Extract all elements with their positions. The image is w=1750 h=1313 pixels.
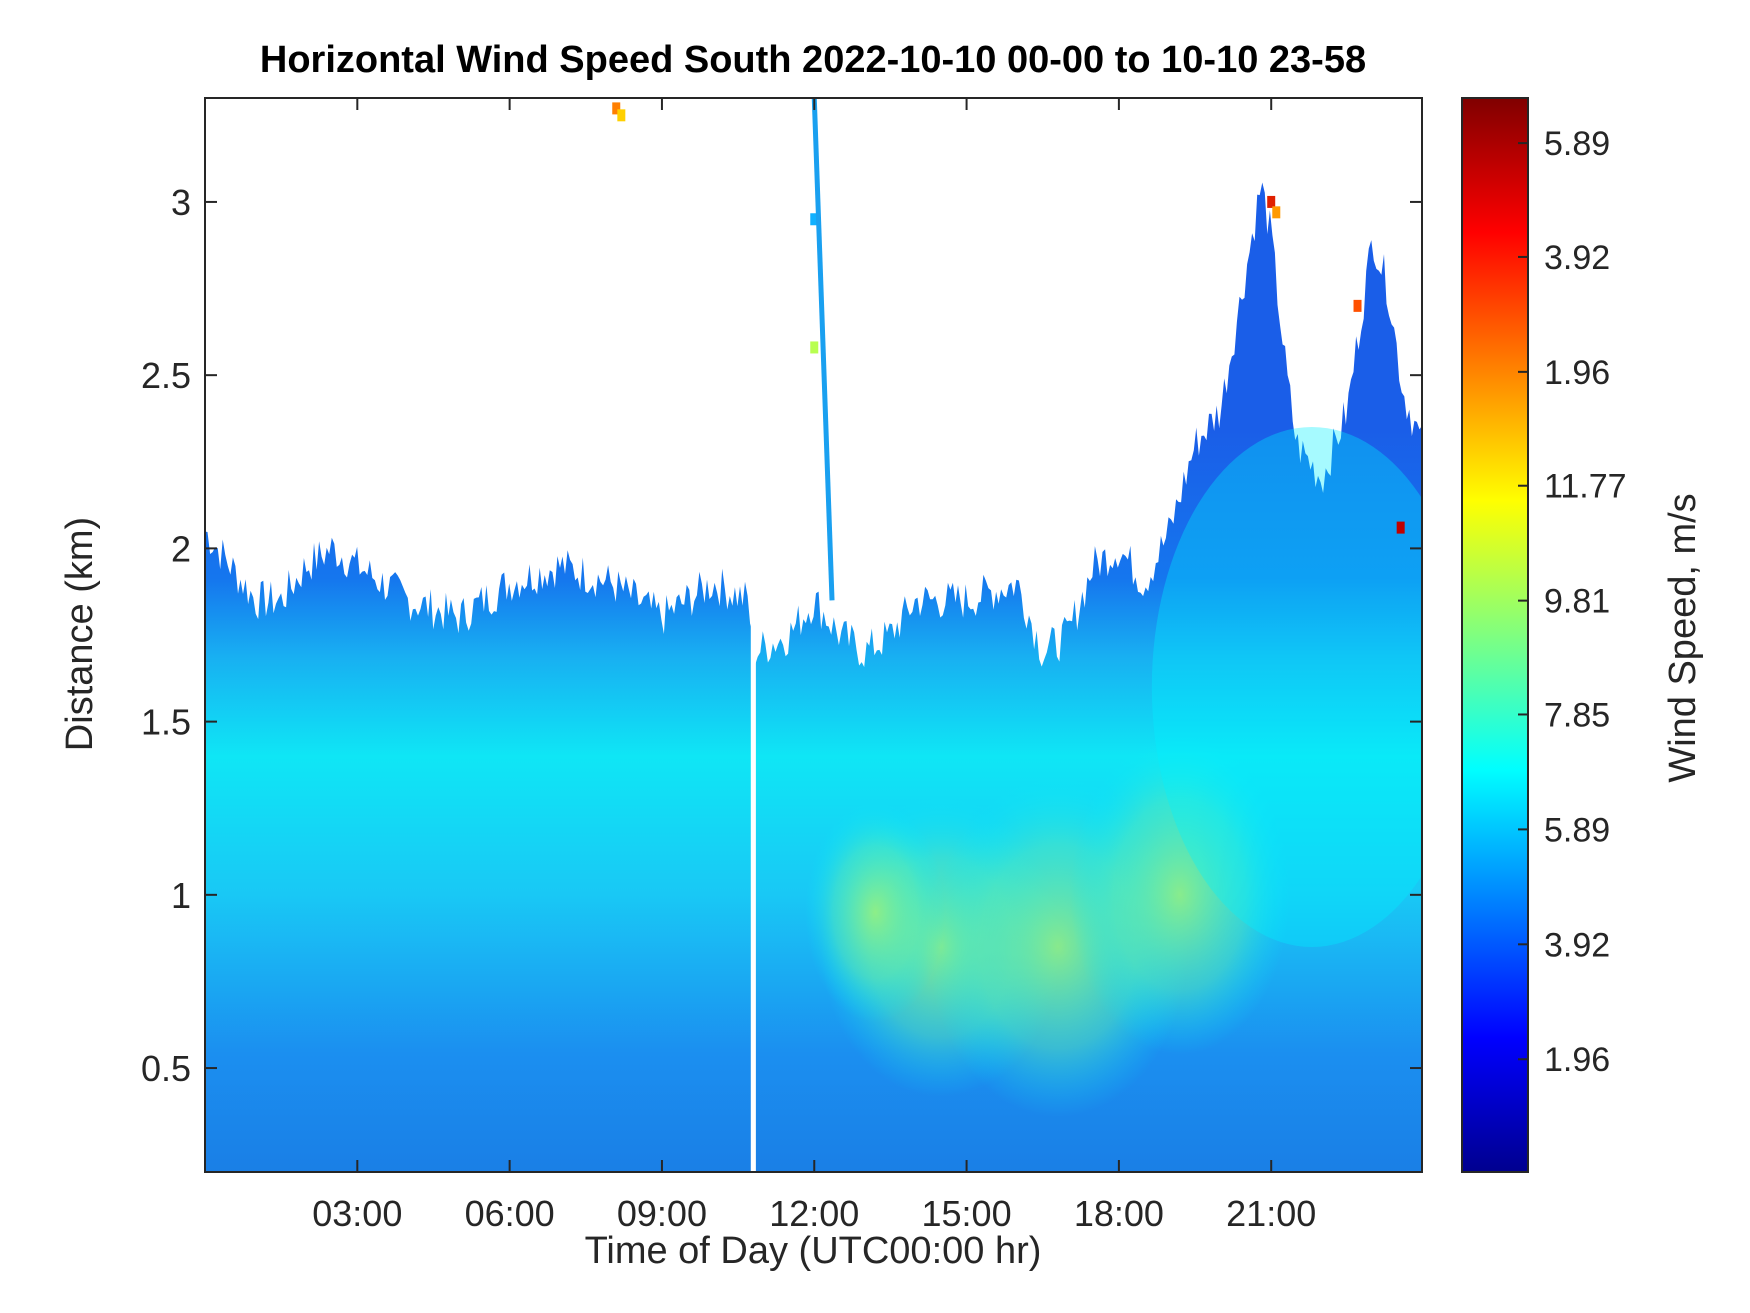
x-tick-label: 12:00 — [769, 1193, 859, 1234]
x-axis-label: Time of Day (UTC00:00 hr) — [585, 1230, 1042, 1272]
high-speed-blob — [1069, 734, 1290, 1055]
y-axis: 0.5 1 1.5 2 2.5 3 — [141, 182, 1422, 1089]
colorbar-tick-label: 9.81 — [1544, 583, 1610, 621]
x-axis: 03:00 06:00 09:00 12:00 15:00 18:00 21:00 — [312, 98, 1316, 1234]
y-tick-label: 2.5 — [141, 355, 191, 396]
vertical-streak — [811, 98, 835, 601]
y-tick-label: 1.5 — [141, 702, 191, 743]
colorbar-tick-label: 3.92 — [1544, 239, 1610, 277]
colorbar-tick-label: 11.77 — [1544, 468, 1627, 506]
colorbar-tick-label: 7.85 — [1544, 696, 1610, 734]
x-tick-label: 06:00 — [465, 1193, 555, 1234]
outlier-pixel — [1396, 521, 1405, 534]
high-speed-blob — [805, 802, 946, 1023]
y-tick-label: 3 — [171, 182, 191, 223]
outlier-pixel — [1353, 299, 1362, 312]
colorbar-tick-label: 1.96 — [1544, 1041, 1610, 1079]
high-speed-zone — [805, 427, 1422, 1117]
outlier-pixel — [617, 109, 626, 122]
cyan-zone — [1151, 427, 1422, 947]
outlier-pixel — [612, 102, 621, 115]
outlier-pixels — [612, 98, 1405, 601]
outlier-pixel — [1267, 195, 1276, 208]
colorbar-tick-label: 1.96 — [1544, 354, 1610, 392]
outlier-pixel — [1272, 206, 1281, 219]
plot-area — [205, 98, 1422, 1172]
x-tick-label: 15:00 — [922, 1193, 1012, 1234]
y-tick-label: 0.5 — [141, 1048, 191, 1089]
y-tick-label: 2 — [171, 528, 191, 569]
y-tick-label: 1 — [171, 875, 191, 916]
x-tick-label: 09:00 — [617, 1193, 707, 1234]
colorbar-tick-label: 5.89 — [1544, 125, 1610, 163]
colorbar — [1461, 97, 1529, 1173]
data-gap — [750, 617, 756, 1172]
x-tick-label: 21:00 — [1226, 1193, 1316, 1234]
chart-title: Horizontal Wind Speed South 2022-10-10 0… — [260, 39, 1366, 81]
x-tick-label: 03:00 — [312, 1193, 402, 1234]
outlier-pixel — [810, 213, 819, 226]
colorbar-ticks: 1.96 3.92 5.89 7.85 9.81 11.77 1.96 3.92 5.89 — [1518, 125, 1627, 1079]
x-tick-label: 18:00 — [1074, 1193, 1164, 1234]
colorbar-tick-label: 5.89 — [1544, 811, 1610, 849]
y-axis-label: Distance (km) — [59, 517, 101, 751]
colorbar-tick-label: 3.92 — [1544, 926, 1610, 964]
outlier-pixel — [810, 341, 819, 354]
colorbar-label: Wind Speed, m/s — [1662, 493, 1704, 782]
